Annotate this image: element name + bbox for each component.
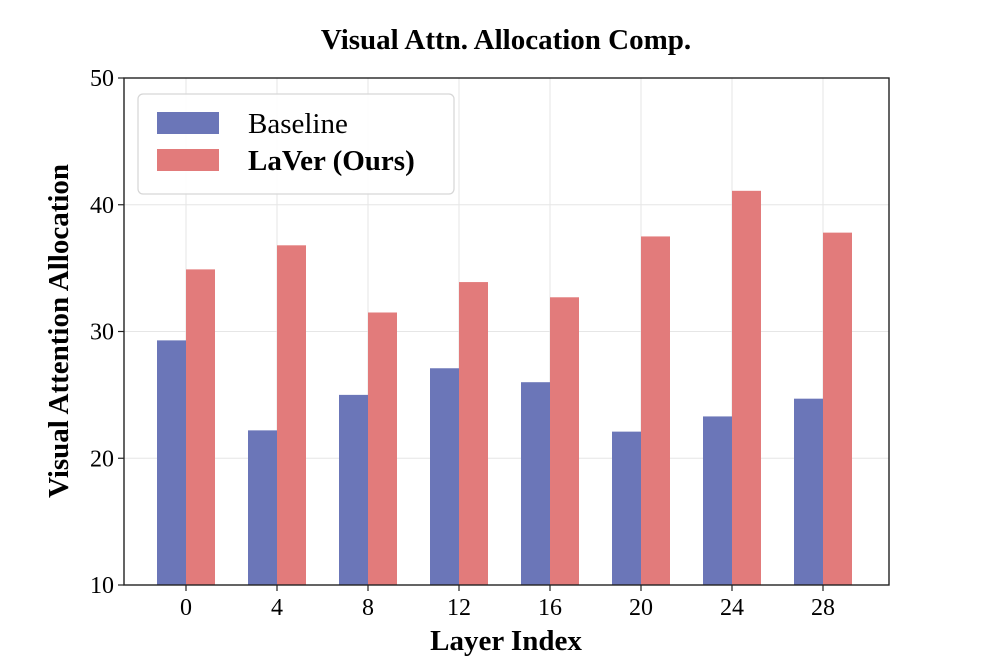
bar-laver-0	[186, 269, 215, 585]
x-tick-label: 8	[362, 595, 374, 621]
bar-laver-8	[368, 312, 397, 585]
legend-label-laver: LaVer (Ours)	[248, 145, 415, 177]
bar-baseline-0	[157, 340, 186, 585]
bar-laver-4	[277, 245, 306, 585]
bar-laver-28	[823, 232, 852, 585]
y-tick-label: 30	[90, 320, 114, 346]
bar-baseline-12	[430, 368, 459, 585]
legend-label-baseline: Baseline	[248, 108, 348, 140]
chart-title: Visual Attn. Allocation Comp.	[321, 24, 691, 56]
y-axis-ticks: 10 20 30 40 50	[90, 66, 124, 599]
y-tick-label: 20	[90, 446, 114, 472]
bar-baseline-4	[248, 430, 277, 585]
bar-laver-20	[641, 236, 670, 585]
bar-baseline-20	[612, 431, 641, 585]
x-tick-label: 20	[629, 595, 653, 621]
bars	[157, 190, 852, 585]
bar-baseline-24	[703, 416, 732, 585]
legend-swatch-laver	[157, 149, 219, 171]
y-tick-label: 40	[90, 193, 114, 219]
bar-baseline-28	[794, 398, 823, 585]
x-tick-label: 0	[180, 595, 192, 621]
x-tick-label: 16	[538, 595, 562, 621]
x-tick-label: 28	[811, 595, 835, 621]
legend-swatch-baseline	[157, 112, 219, 134]
x-tick-label: 24	[720, 595, 744, 621]
bar-baseline-8	[339, 394, 368, 585]
x-axis-ticks: 0 4 8 12 16 20 24 28	[180, 585, 835, 621]
y-tick-label: 10	[90, 573, 114, 599]
y-tick-label: 50	[90, 66, 114, 92]
legend: Baseline LaVer (Ours)	[137, 93, 455, 195]
x-axis-label: Layer Index	[430, 625, 582, 657]
x-tick-label: 4	[271, 595, 283, 621]
bar-baseline-16	[521, 382, 550, 585]
bar-laver-24	[732, 190, 761, 585]
bar-laver-12	[459, 282, 488, 585]
bar-laver-16	[550, 297, 579, 585]
x-tick-label: 12	[447, 595, 471, 621]
y-axis-label: Visual Attention Allocation	[43, 164, 75, 498]
